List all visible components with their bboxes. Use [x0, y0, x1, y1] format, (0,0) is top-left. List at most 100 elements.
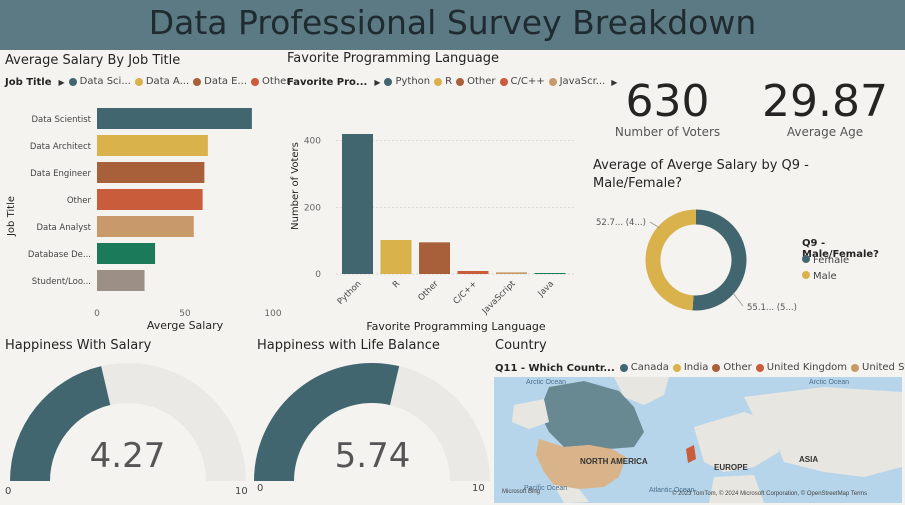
legend-dot-icon	[499, 77, 508, 86]
gender-donut-chart: 55.1... (5...) 52.7... (4...)	[596, 209, 797, 313]
language-bar[interactable]	[496, 272, 527, 274]
country-legend-title: Q11 - Which Countr...	[495, 362, 615, 374]
africa-shape	[709, 475, 764, 503]
female-legend-dot-icon	[802, 255, 810, 263]
salary-x-tick: 100	[264, 309, 281, 319]
donut-legend-female[interactable]: Female	[802, 255, 849, 266]
language-x-axis-label: Favorite Programming Language	[366, 320, 546, 333]
country-map[interactable]: Arctic Ocean Arctic Ocean NORTH AMERICA …	[494, 377, 902, 503]
salary-category-label: Data Architect	[30, 142, 92, 152]
voters-kpi-label: Number of Voters	[614, 125, 721, 139]
salary-category-label: Data Analyst	[36, 223, 91, 233]
language-y-tick: 0	[315, 270, 321, 280]
donut-slice[interactable]	[692, 209, 747, 311]
salary-bar[interactable]	[97, 135, 208, 156]
language-legend[interactable]: Favorite Pro... ▶ Python R Other C/C++ JavaS…	[287, 76, 621, 89]
salary-legend-item[interactable]: Data A...	[134, 76, 190, 87]
legend-label: Other	[723, 362, 752, 373]
map-copyright[interactable]: © 2023 TomTom, © 2024 Microsoft Corporat…	[672, 491, 868, 497]
country-legend-item[interactable]: United States	[851, 362, 905, 373]
header-bar	[0, 0, 905, 50]
language-legend-item[interactable]: R	[434, 76, 452, 87]
legend-label: India	[683, 362, 709, 373]
language-legend-item[interactable]: Python	[384, 76, 430, 87]
gauge-fill	[254, 363, 400, 481]
donut-legend-male[interactable]: Male	[802, 271, 837, 282]
legend-label: R	[445, 76, 453, 87]
legend-dot-icon	[548, 77, 557, 86]
map-bing-logo: Microsoft Bing	[502, 489, 541, 495]
country-legend-item[interactable]: Other	[712, 362, 752, 373]
female-slice-label: 55.1... (5...)	[747, 303, 797, 313]
salary-category-label: Other	[67, 196, 92, 206]
legend-dot-icon	[619, 363, 628, 372]
legend-label: Data Sci...	[79, 76, 131, 87]
language-legend-item[interactable]: C/C++	[499, 76, 545, 87]
legend-next-arrow-icon[interactable]: ▶	[611, 77, 618, 87]
legend-dot-icon	[68, 77, 77, 86]
salary-category-label: Student/Loo...	[32, 277, 91, 287]
donut-slice[interactable]	[645, 209, 697, 311]
map-pacific-label: Pacific Ocean	[524, 485, 568, 492]
salary-legend-item[interactable]: Data E...	[193, 76, 247, 87]
language-bar[interactable]	[534, 273, 566, 274]
language-category-label: Python	[336, 279, 364, 307]
gauge-life-max: 10	[472, 483, 485, 494]
map-north-america-label: NORTH AMERICA	[580, 457, 648, 466]
female-leader-line	[732, 292, 744, 307]
language-legend-title: Favorite Pro...	[287, 76, 368, 88]
salary-chart-title: Average Salary By Job Title	[5, 53, 181, 68]
salary-bar[interactable]	[97, 243, 156, 264]
salary-bar[interactable]	[97, 162, 205, 183]
salary-legend-item[interactable]: Data Sci...	[68, 76, 131, 87]
legend-dot-icon	[755, 363, 764, 372]
salary-legend[interactable]: Job Title ▶ Data Sci... Data A... Data E..…	[5, 76, 294, 89]
salary-category-label: Data Scientist	[32, 115, 92, 125]
legend-label: Other	[467, 76, 496, 87]
map-land-shapes	[512, 377, 902, 503]
salary-legend-item[interactable]: Other	[251, 76, 290, 87]
legend-prev-arrow-icon[interactable]: ▶	[374, 77, 381, 87]
male-slice-label: 52.7... (4...)	[596, 218, 646, 228]
country-legend[interactable]: Q11 - Which Countr... Canada India Other Un…	[495, 362, 905, 375]
legend-dot-icon	[456, 77, 465, 86]
language-legend-item[interactable]: Other	[456, 76, 496, 87]
language-legend-item[interactable]: JavaScr...	[548, 76, 605, 87]
europe-shape	[694, 412, 779, 472]
legend-dot-icon	[712, 363, 721, 372]
language-bar[interactable]	[380, 240, 412, 274]
salary-bar[interactable]	[97, 270, 145, 291]
legend-label: Canada	[630, 362, 669, 373]
salary-y-axis-label: Job Title	[6, 196, 17, 237]
language-bar[interactable]	[342, 134, 373, 274]
salary-x-tick: 50	[179, 309, 191, 319]
gauge-fill	[10, 366, 111, 481]
map-asia-label: ASIA	[799, 455, 819, 464]
legend-label: Data A...	[145, 76, 190, 87]
salary-x-axis-label: Averge Salary	[147, 319, 224, 332]
life-happiness-gauge	[254, 363, 490, 481]
uk-shape	[686, 445, 696, 463]
legend-prev-arrow-icon[interactable]: ▶	[58, 77, 65, 87]
country-legend-item[interactable]: India	[672, 362, 709, 373]
legend-label: Python	[395, 76, 431, 87]
country-legend-item[interactable]: United Kingdom	[755, 362, 848, 373]
salary-bar[interactable]	[97, 108, 252, 129]
language-bar-chart: Number of Voters 0 200 400 Python R Other C/C++…	[290, 134, 574, 333]
language-category-label: C/C++	[452, 279, 480, 307]
female-legend-label: Female	[813, 255, 850, 266]
gauge-salary-max: 10	[235, 486, 248, 497]
language-bar[interactable]	[419, 242, 450, 274]
legend-dot-icon	[251, 77, 260, 86]
country-legend-item[interactable]: Canada	[619, 362, 669, 373]
map-atlantic-label: Atlantic Ocean	[649, 487, 695, 494]
salary-bar[interactable]	[97, 189, 203, 210]
gauge-life-value: 5.74	[334, 436, 411, 476]
language-bar[interactable]	[457, 271, 489, 274]
language-category-label: Java	[536, 279, 556, 299]
country-title: Country	[495, 338, 547, 353]
salary-bar[interactable]	[97, 216, 194, 237]
dashboard-title: Data Professional Survey Breakdown	[148, 3, 757, 42]
legend-label: United Kingdom	[766, 362, 848, 373]
language-category-label: JavaScript	[480, 279, 518, 317]
